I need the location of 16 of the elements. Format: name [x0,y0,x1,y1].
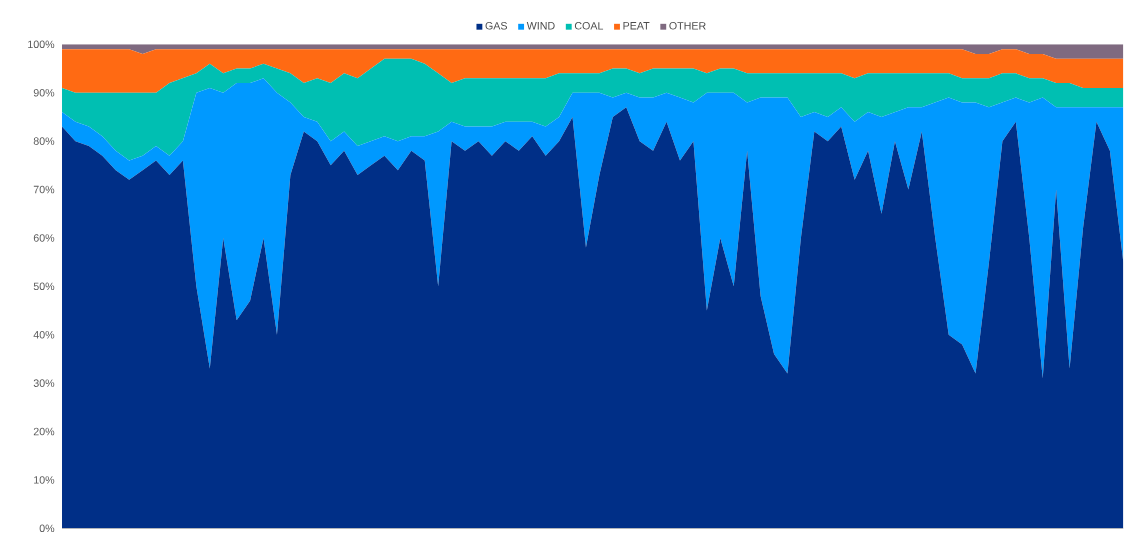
legend-label: COAL [574,21,604,30]
legend-label: GAS [485,21,508,30]
y-tick-label: 80% [33,137,55,145]
y-tick-label: 70% [33,185,55,194]
y-tick-label: 60% [33,234,55,242]
y-tick-label: 90% [33,88,55,97]
legend-label: OTHER [669,21,706,30]
y-tick-label: 20% [33,427,55,436]
y-tick-label: 50% [33,282,55,290]
legend-label: WIND [526,21,555,30]
legend-label: PEAT [623,21,650,30]
y-tick-label: 0% [39,524,55,532]
y-tick-label: 10% [34,476,55,484]
y-tick-label: 100% [28,40,55,48]
y-tick-label: 30% [33,379,55,387]
y-tick-label: 40% [33,330,55,339]
